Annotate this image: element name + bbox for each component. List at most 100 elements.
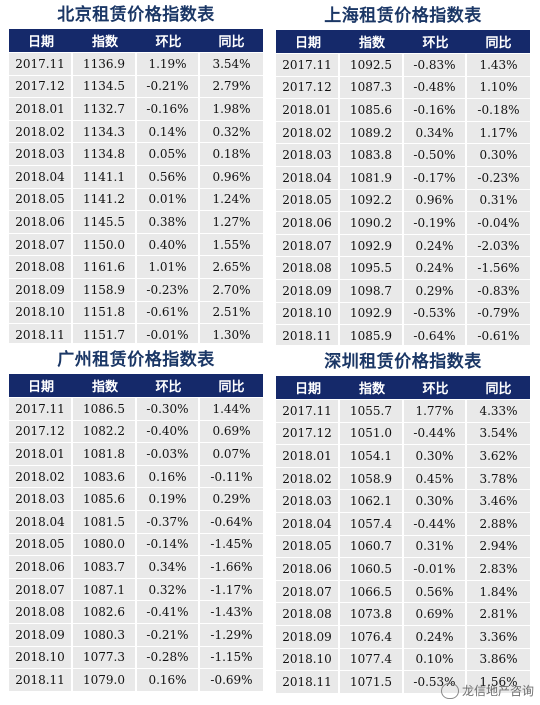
cell-date: 2018.07 [9, 578, 73, 601]
shenzhen-panel: 深圳租赁价格指数表 日期 指数 环比 同比 2017.11 1055.7 1.77%… [276, 348, 530, 699]
cell-date: 2018.03 [276, 144, 340, 166]
cell-index: 1060.7 [340, 535, 404, 558]
cell-index: 1058.9 [340, 467, 404, 490]
cell-yoy: 0.96% [200, 165, 263, 188]
cell-yoy: 1.56% [467, 671, 530, 693]
cell-index: 1077.3 [73, 646, 137, 669]
header-date: 日期 [294, 382, 321, 397]
cell-index: 1098.7 [340, 279, 404, 302]
cell-yoy: 3.54% [200, 53, 263, 75]
cell-yoy: -0.04% [467, 212, 530, 234]
cell-mom: -0.61% [137, 301, 200, 324]
cell-index: 1085.9 [340, 325, 404, 345]
cell-index: 1085.6 [73, 488, 137, 510]
cell-mom: 0.24% [404, 234, 467, 257]
header-mom: 环比 [422, 382, 449, 397]
cell-mom: -0.17% [404, 166, 467, 189]
cell-yoy: 2.51% [200, 301, 263, 324]
table-row: 2018.04 1141.1 0.56% 0.96% [9, 165, 263, 188]
table-row: 2018.08 1161.6 1.01% 2.65% [9, 256, 263, 278]
cell-index: 1134.5 [73, 75, 137, 98]
cell-index: 1073.8 [340, 603, 404, 625]
cell-index: 1141.1 [73, 165, 137, 188]
cell-index: 1134.3 [73, 120, 137, 143]
cell-date: 2018.09 [276, 625, 340, 648]
cell-date: 2018.10 [9, 301, 73, 324]
cell-mom: 0.56% [404, 580, 467, 603]
header-yoy: 同比 [218, 35, 245, 50]
cell-index: 1081.9 [340, 166, 404, 189]
header-yoy: 同比 [218, 380, 245, 395]
table-body: 2017.11 1092.5 -0.83% 1.43% 2017.12 1087.3 -0.… [276, 53, 530, 345]
cell-mom: 0.34% [404, 121, 467, 144]
cell-index: 1086.5 [73, 398, 137, 420]
table-row: 2018.02 1058.9 0.45% 3.78% [276, 467, 530, 490]
cell-mom: 0.01% [137, 188, 200, 211]
cell-date: 2018.11 [276, 325, 340, 345]
cell-mom: -0.16% [404, 99, 467, 121]
cell-date: 2018.10 [9, 646, 73, 669]
table-row: 2018.07 1150.0 0.40% 1.55% [9, 233, 263, 256]
cell-date: 2017.12 [276, 76, 340, 99]
cell-date: 2018.05 [276, 189, 340, 212]
cell-mom: -0.64% [404, 325, 467, 345]
cell-mom: 0.16% [137, 669, 200, 691]
table-row: 2018.11 1071.5 -0.53% 1.56% [276, 671, 530, 693]
cell-mom: 0.24% [404, 257, 467, 279]
cell-index: 1085.6 [340, 99, 404, 121]
table-row: 2018.06 1083.7 0.34% -1.66% [9, 556, 263, 578]
cell-index: 1055.7 [340, 400, 404, 422]
cell-yoy: 1.98% [200, 98, 263, 120]
cell-yoy: -0.64% [200, 510, 263, 533]
cell-date: 2018.02 [9, 465, 73, 488]
header-mom: 环比 [155, 380, 182, 395]
cell-yoy: 2.83% [467, 558, 530, 580]
cell-date: 2018.02 [276, 121, 340, 144]
cell-yoy: -1.29% [200, 623, 263, 646]
cell-index: 1083.6 [73, 465, 137, 488]
cell-date: 2018.05 [9, 533, 73, 556]
header-index: 指数 [91, 380, 118, 395]
cell-mom: -0.83% [404, 54, 467, 76]
cell-index: 1090.2 [340, 212, 404, 234]
cell-mom: 0.40% [137, 233, 200, 256]
table-row: 2018.02 1083.6 0.16% -0.11% [9, 465, 263, 488]
cell-mom: 0.10% [404, 648, 467, 671]
cell-mom: -0.44% [404, 422, 467, 445]
guangzhou-panel: 广州租赁价格指数表 日期 指数 环比 同比 2017.11 1086.5 -0.30… [9, 346, 263, 697]
cell-mom: 1.77% [404, 400, 467, 422]
cell-yoy: 1.30% [200, 324, 263, 343]
cell-yoy: 0.30% [467, 144, 530, 166]
cell-mom: 0.31% [404, 535, 467, 558]
header-index: 指数 [91, 35, 118, 50]
table-body: 2017.11 1055.7 1.77% 4.33% 2017.12 1051.0 -0.4… [276, 399, 530, 699]
cell-mom: -0.01% [137, 324, 200, 343]
header-index: 指数 [358, 382, 385, 397]
table-row: 2018.01 1085.6 -0.16% -0.18% [276, 99, 530, 121]
cell-mom: 0.24% [404, 625, 467, 648]
cell-mom: 0.38% [137, 211, 200, 233]
table-row: 2017.11 1086.5 -0.30% 1.44% [9, 398, 263, 420]
cell-date: 2017.11 [276, 400, 340, 422]
cell-index: 1066.5 [340, 580, 404, 603]
cell-mom: -0.21% [137, 623, 200, 646]
cell-index: 1081.5 [73, 510, 137, 533]
cell-date: 2018.02 [9, 120, 73, 143]
cell-index: 1082.6 [73, 601, 137, 623]
cell-date: 2018.07 [9, 233, 73, 256]
cell-index: 1136.9 [73, 53, 137, 75]
cell-index: 1071.5 [340, 671, 404, 693]
cell-yoy: -0.23% [467, 166, 530, 189]
cell-yoy: -0.69% [200, 669, 263, 691]
table-row: 2017.12 1051.0 -0.44% 3.54% [276, 422, 530, 445]
cell-yoy: 1.44% [200, 398, 263, 420]
cell-yoy: 2.81% [467, 603, 530, 625]
cell-index: 1141.2 [73, 188, 137, 211]
panel-title: 广州租赁价格指数表 [57, 350, 215, 370]
cell-date: 2017.12 [276, 422, 340, 445]
cell-index: 1080.0 [73, 533, 137, 556]
table-row: 2018.03 1062.1 0.30% 3.46% [276, 490, 530, 512]
cell-yoy: 4.33% [467, 400, 530, 422]
cell-date: 2018.07 [276, 234, 340, 257]
cell-mom: -0.41% [137, 601, 200, 623]
